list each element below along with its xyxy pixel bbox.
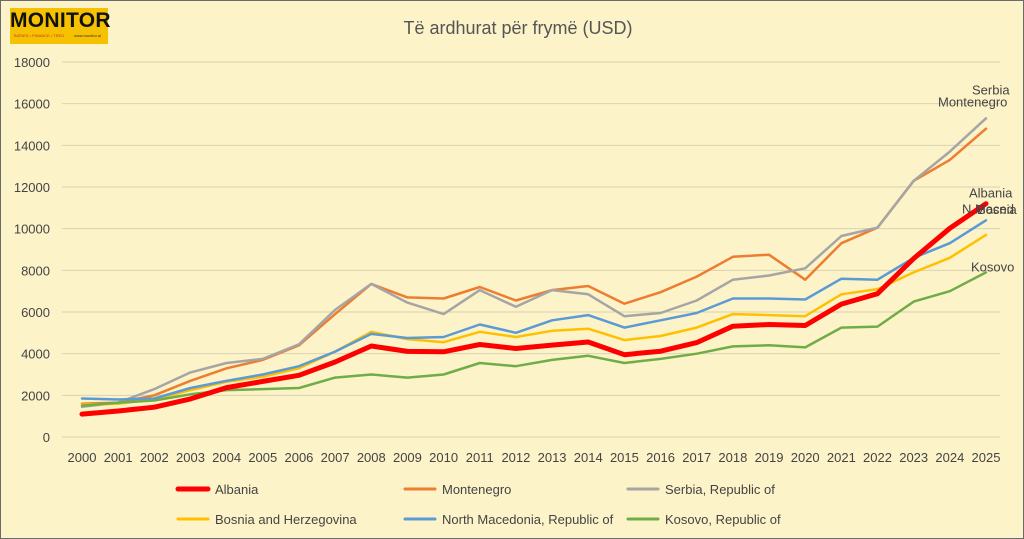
x-tick-label: 2004 bbox=[212, 450, 241, 465]
x-tick-label: 2000 bbox=[68, 450, 97, 465]
end-label-3: Bosnia bbox=[977, 202, 1018, 217]
x-tick-label: 2013 bbox=[538, 450, 567, 465]
series-line-3 bbox=[80, 233, 988, 406]
end-label-4: N.Maced bbox=[962, 201, 1014, 216]
x-tick-label: 2008 bbox=[357, 450, 386, 465]
y-tick-label: 14000 bbox=[14, 138, 50, 153]
legend-label-4: North Macedonia, Republic of bbox=[442, 512, 614, 527]
legend-label-2: Serbia, Republic of bbox=[665, 482, 775, 497]
logo-url: www.monitor.al bbox=[74, 33, 101, 38]
y-tick-label: 18000 bbox=[14, 55, 50, 70]
x-tick-label: 2020 bbox=[791, 450, 820, 465]
x-tick-label: 2021 bbox=[827, 450, 856, 465]
y-tick-label: 2000 bbox=[21, 388, 50, 403]
end-label-2: Serbia bbox=[972, 82, 1010, 97]
x-tick-label: 2007 bbox=[321, 450, 350, 465]
y-tick-label: 12000 bbox=[14, 180, 50, 195]
logo-tagline: BIZNES • FINANCE • TREG bbox=[14, 33, 65, 38]
x-tick-label: 2016 bbox=[646, 450, 675, 465]
end-label-0: Albania bbox=[969, 186, 1013, 201]
legend: Albania Montenegro Serbia, Republic of Bosn… bbox=[175, 482, 781, 527]
logo-wordmark: MONITOR bbox=[10, 9, 111, 32]
end-label-1: Montenegro bbox=[938, 95, 1007, 110]
monitor-logo: MONITOR BIZNES • FINANCE • TREG www.moni… bbox=[10, 8, 111, 44]
legend-label-1: Montenegro bbox=[442, 482, 511, 497]
series-line-4 bbox=[80, 219, 988, 401]
series-line-0 bbox=[79, 201, 989, 417]
y-axis-ticks: 0 2000 4000 6000 8000 10000 12000 14000 16000 180… bbox=[14, 55, 50, 445]
x-tick-label: 2015 bbox=[610, 450, 639, 465]
legend-label-0: Albania bbox=[215, 482, 259, 497]
x-tick-label: 2022 bbox=[863, 450, 892, 465]
x-tick-label: 2005 bbox=[248, 450, 277, 465]
y-tick-label: 8000 bbox=[21, 263, 50, 278]
x-tick-label: 2010 bbox=[429, 450, 458, 465]
x-tick-label: 2011 bbox=[466, 450, 494, 465]
x-tick-label: 2009 bbox=[393, 450, 422, 465]
x-tick-label: 2002 bbox=[140, 450, 169, 465]
x-tick-label: 2017 bbox=[682, 450, 711, 465]
legend-label-5: Kosovo, Republic of bbox=[665, 512, 781, 527]
chart-title: Të ardhurat për frymë (USD) bbox=[403, 18, 632, 38]
x-tick-label: 2018 bbox=[718, 450, 747, 465]
series-lines bbox=[79, 117, 989, 417]
x-tick-label: 2019 bbox=[755, 450, 784, 465]
x-tick-label: 2024 bbox=[935, 450, 964, 465]
x-tick-label: 2025 bbox=[972, 450, 1001, 465]
x-tick-label: 2014 bbox=[574, 450, 603, 465]
x-tick-label: 2012 bbox=[501, 450, 530, 465]
x-tick-label: 2003 bbox=[176, 450, 205, 465]
series-line-5 bbox=[80, 271, 988, 408]
y-tick-label: 0 bbox=[43, 430, 50, 445]
end-label-5: Kosovo bbox=[971, 259, 1014, 274]
x-axis-ticks: 2000 2001 2002 2003 2004 2005 2006 2007 2008 2009… bbox=[68, 450, 1001, 465]
x-tick-label: 2001 bbox=[104, 450, 133, 465]
x-tick-label: 2006 bbox=[284, 450, 313, 465]
series-line-2 bbox=[80, 117, 988, 409]
legend-label-3: Bosnia and Herzegovina bbox=[215, 512, 357, 527]
y-tick-label: 6000 bbox=[21, 305, 50, 320]
y-tick-label: 16000 bbox=[14, 97, 50, 112]
y-tick-label: 4000 bbox=[21, 347, 50, 362]
series-line-1 bbox=[80, 127, 988, 405]
gridlines bbox=[62, 61, 1000, 438]
x-tick-label: 2023 bbox=[899, 450, 928, 465]
y-tick-label: 10000 bbox=[14, 222, 50, 237]
